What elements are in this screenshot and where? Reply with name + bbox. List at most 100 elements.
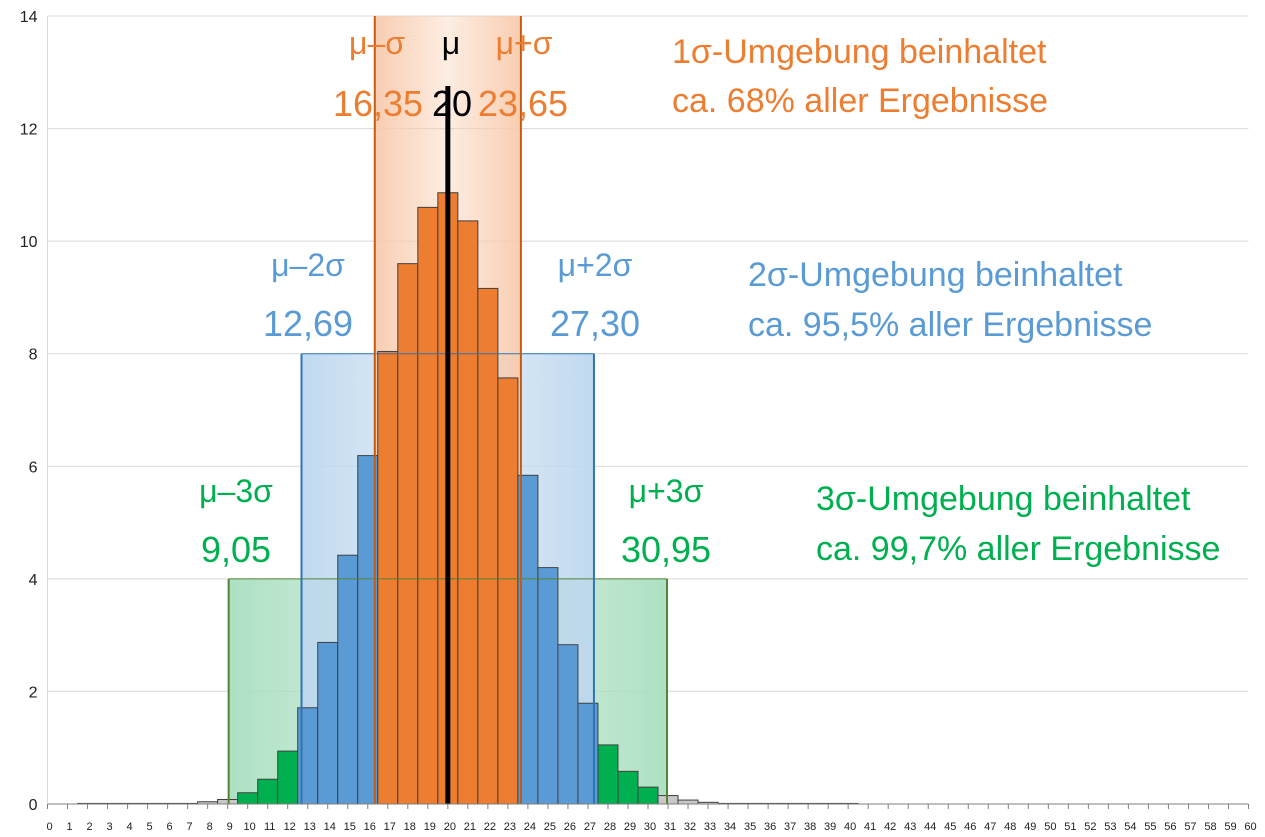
x-tick-label: 51 <box>1064 821 1076 833</box>
sigma-2-upper-symbol: μ+2σ <box>558 247 633 283</box>
x-tick-label: 47 <box>984 821 996 833</box>
x-tick-label: 21 <box>464 821 476 833</box>
x-tick-label: 6 <box>167 821 173 833</box>
x-tick-label: 50 <box>1044 821 1056 833</box>
histogram-bar <box>317 641 339 805</box>
histogram-bar <box>257 778 279 805</box>
histogram-bar <box>497 377 519 805</box>
mu-symbol: μ <box>442 25 460 61</box>
x-tick-label: 42 <box>884 821 896 833</box>
y-tick-label: 0 <box>29 797 38 814</box>
histogram-bar <box>477 287 499 805</box>
x-tick-label: 32 <box>684 821 696 833</box>
x-tick-label: 44 <box>924 821 936 833</box>
x-tick-label: 38 <box>804 821 816 833</box>
histogram-bar <box>537 567 559 805</box>
sigma-2-lower-symbol: μ–2σ <box>271 247 345 283</box>
x-tick-label: 20 <box>444 821 456 833</box>
x-tick-label: 9 <box>227 821 233 833</box>
sigma-1-caption-line2: ca. 68% aller Ergebnisse <box>672 82 1048 120</box>
y-tick-label: 14 <box>20 9 38 26</box>
x-tick-label: 46 <box>964 821 976 833</box>
x-tick-label: 31 <box>664 821 676 833</box>
x-tick-label: 33 <box>704 821 716 833</box>
x-tick-label: 53 <box>1104 821 1116 833</box>
x-tick-label: 27 <box>584 821 596 833</box>
histogram-bar <box>337 554 359 805</box>
mu-value: 20 <box>432 83 472 124</box>
histogram-bar <box>417 206 439 805</box>
histogram-bar <box>217 798 239 805</box>
x-tick-label: 7 <box>187 821 193 833</box>
histogram-bar <box>577 702 599 805</box>
x-tick-label: 28 <box>604 821 616 833</box>
y-tick-label: 12 <box>20 122 38 139</box>
sigma-3-caption-line2: ca. 99,7% aller Ergebnisse <box>816 530 1220 568</box>
x-tick-label: 36 <box>764 821 776 833</box>
sigma-1-lower-value: 16,35 <box>333 83 423 124</box>
x-tick-label: 16 <box>364 821 376 833</box>
x-tick-label: 35 <box>744 821 756 833</box>
y-tick-label: 8 <box>29 347 38 364</box>
x-tick-label: 56 <box>1164 821 1176 833</box>
x-tick-label: 0 <box>46 821 52 833</box>
x-tick-label: 43 <box>904 821 916 833</box>
x-tick-label: 25 <box>544 821 556 833</box>
x-tick-label: 24 <box>524 821 536 833</box>
sigma-3-caption-line1: 3σ-Umgebung beinhaltet <box>816 480 1191 518</box>
sigma-2-caption-line2: ca. 95,5% aller Ergebnisse <box>748 306 1152 344</box>
histogram-bar <box>377 350 399 805</box>
x-tick-label: 10 <box>244 821 256 833</box>
x-tick-label: 54 <box>1124 821 1136 833</box>
histogram-bar <box>597 744 619 805</box>
sigma-1-lower-symbol: μ–σ <box>349 25 405 61</box>
x-tick-label: 39 <box>824 821 836 833</box>
sigma-1-upper-symbol: μ+σ <box>496 25 553 61</box>
histogram-bar <box>457 220 479 805</box>
sigma-borders <box>227 16 669 804</box>
x-tick-label: 4 <box>127 821 133 833</box>
sigma-3-lower-value: 9,05 <box>201 529 271 570</box>
sigma-2-caption-line1: 2σ-Umgebung beinhaltet <box>748 256 1123 294</box>
sigma-3-lower-symbol: μ–3σ <box>199 473 273 509</box>
x-tick-label: 49 <box>1024 821 1036 833</box>
x-tick-label: 18 <box>404 821 416 833</box>
x-tick-label: 15 <box>344 821 356 833</box>
histogram-bars <box>77 192 859 805</box>
x-tick-label: 14 <box>324 821 336 833</box>
x-tick-label: 60 <box>1244 821 1256 833</box>
histogram-bar <box>557 644 579 805</box>
x-tick-label: 26 <box>564 821 576 833</box>
x-tick-label: 30 <box>644 821 656 833</box>
x-tick-label: 12 <box>284 821 296 833</box>
y-tick-label: 2 <box>29 684 38 701</box>
sigma-1-caption-line1: 1σ-Umgebung beinhaltet <box>672 33 1047 71</box>
x-tick-label: 52 <box>1084 821 1096 833</box>
x-tick-label: 22 <box>484 821 496 833</box>
x-tick-label: 45 <box>944 821 956 833</box>
x-tick-label: 5 <box>147 821 153 833</box>
x-tick-label: 23 <box>504 821 516 833</box>
y-tick-label: 10 <box>20 234 38 251</box>
histogram-bar <box>657 795 679 805</box>
y-tick-label: 4 <box>29 572 38 589</box>
x-tick-label: 13 <box>304 821 316 833</box>
histogram-bar <box>237 792 259 805</box>
x-tick-label: 58 <box>1204 821 1216 833</box>
x-tick-label: 57 <box>1184 821 1196 833</box>
x-tick-label: 19 <box>424 821 436 833</box>
x-tick-label: 17 <box>384 821 396 833</box>
histogram-bar <box>397 263 419 805</box>
histogram-bar <box>617 770 639 805</box>
x-tick-label: 41 <box>864 821 876 833</box>
x-tick-label: 34 <box>724 821 736 833</box>
x-tick-label: 11 <box>264 821 275 833</box>
sigma-3-upper-value: 30,95 <box>621 529 711 570</box>
x-tick-label: 48 <box>1004 821 1016 833</box>
x-tick-label: 2 <box>86 821 92 833</box>
x-tick-label: 3 <box>106 821 112 833</box>
x-tick-label: 55 <box>1144 821 1156 833</box>
x-tick-label: 40 <box>844 821 856 833</box>
